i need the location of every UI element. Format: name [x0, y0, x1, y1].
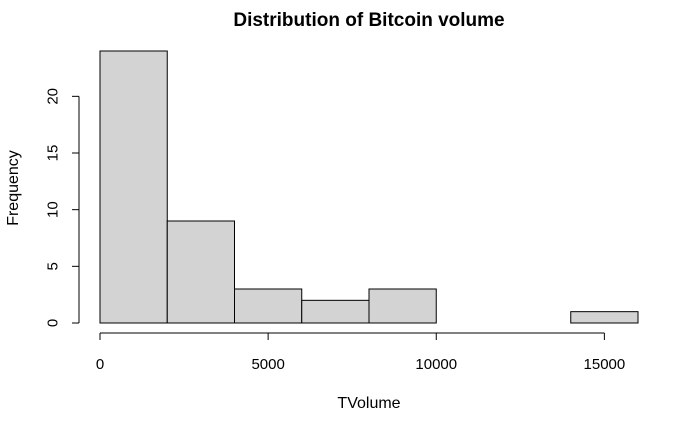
- y-tick-label: 20: [45, 88, 62, 105]
- x-tick-label: 5000: [251, 356, 284, 373]
- y-tick-label: 0: [45, 319, 62, 327]
- x-tick-label: 15000: [584, 356, 626, 373]
- x-axis: 0 5000 10000 15000: [96, 332, 626, 373]
- x-tick-label: 0: [96, 356, 104, 373]
- histogram-bar-7: [570, 311, 639, 324]
- chart-title: Distribution of Bitcoin volume: [233, 10, 504, 31]
- bars-group: [99, 50, 639, 324]
- y-tick-label: 5: [45, 262, 62, 270]
- x-tick-label: 10000: [415, 356, 457, 373]
- histogram-bar-4: [368, 288, 437, 324]
- histogram-bar-2: [234, 288, 303, 324]
- histogram-bar-3: [301, 299, 370, 324]
- y-axis-label: Frequency: [5, 150, 22, 226]
- histogram-bar-1: [166, 220, 235, 324]
- y-axis: 0 5 10 15 20: [45, 88, 80, 327]
- y-tick-label: 10: [45, 201, 62, 218]
- x-axis-label: TVolume: [337, 395, 400, 412]
- histogram-bar-0: [99, 50, 168, 324]
- y-tick-label: 15: [45, 145, 62, 162]
